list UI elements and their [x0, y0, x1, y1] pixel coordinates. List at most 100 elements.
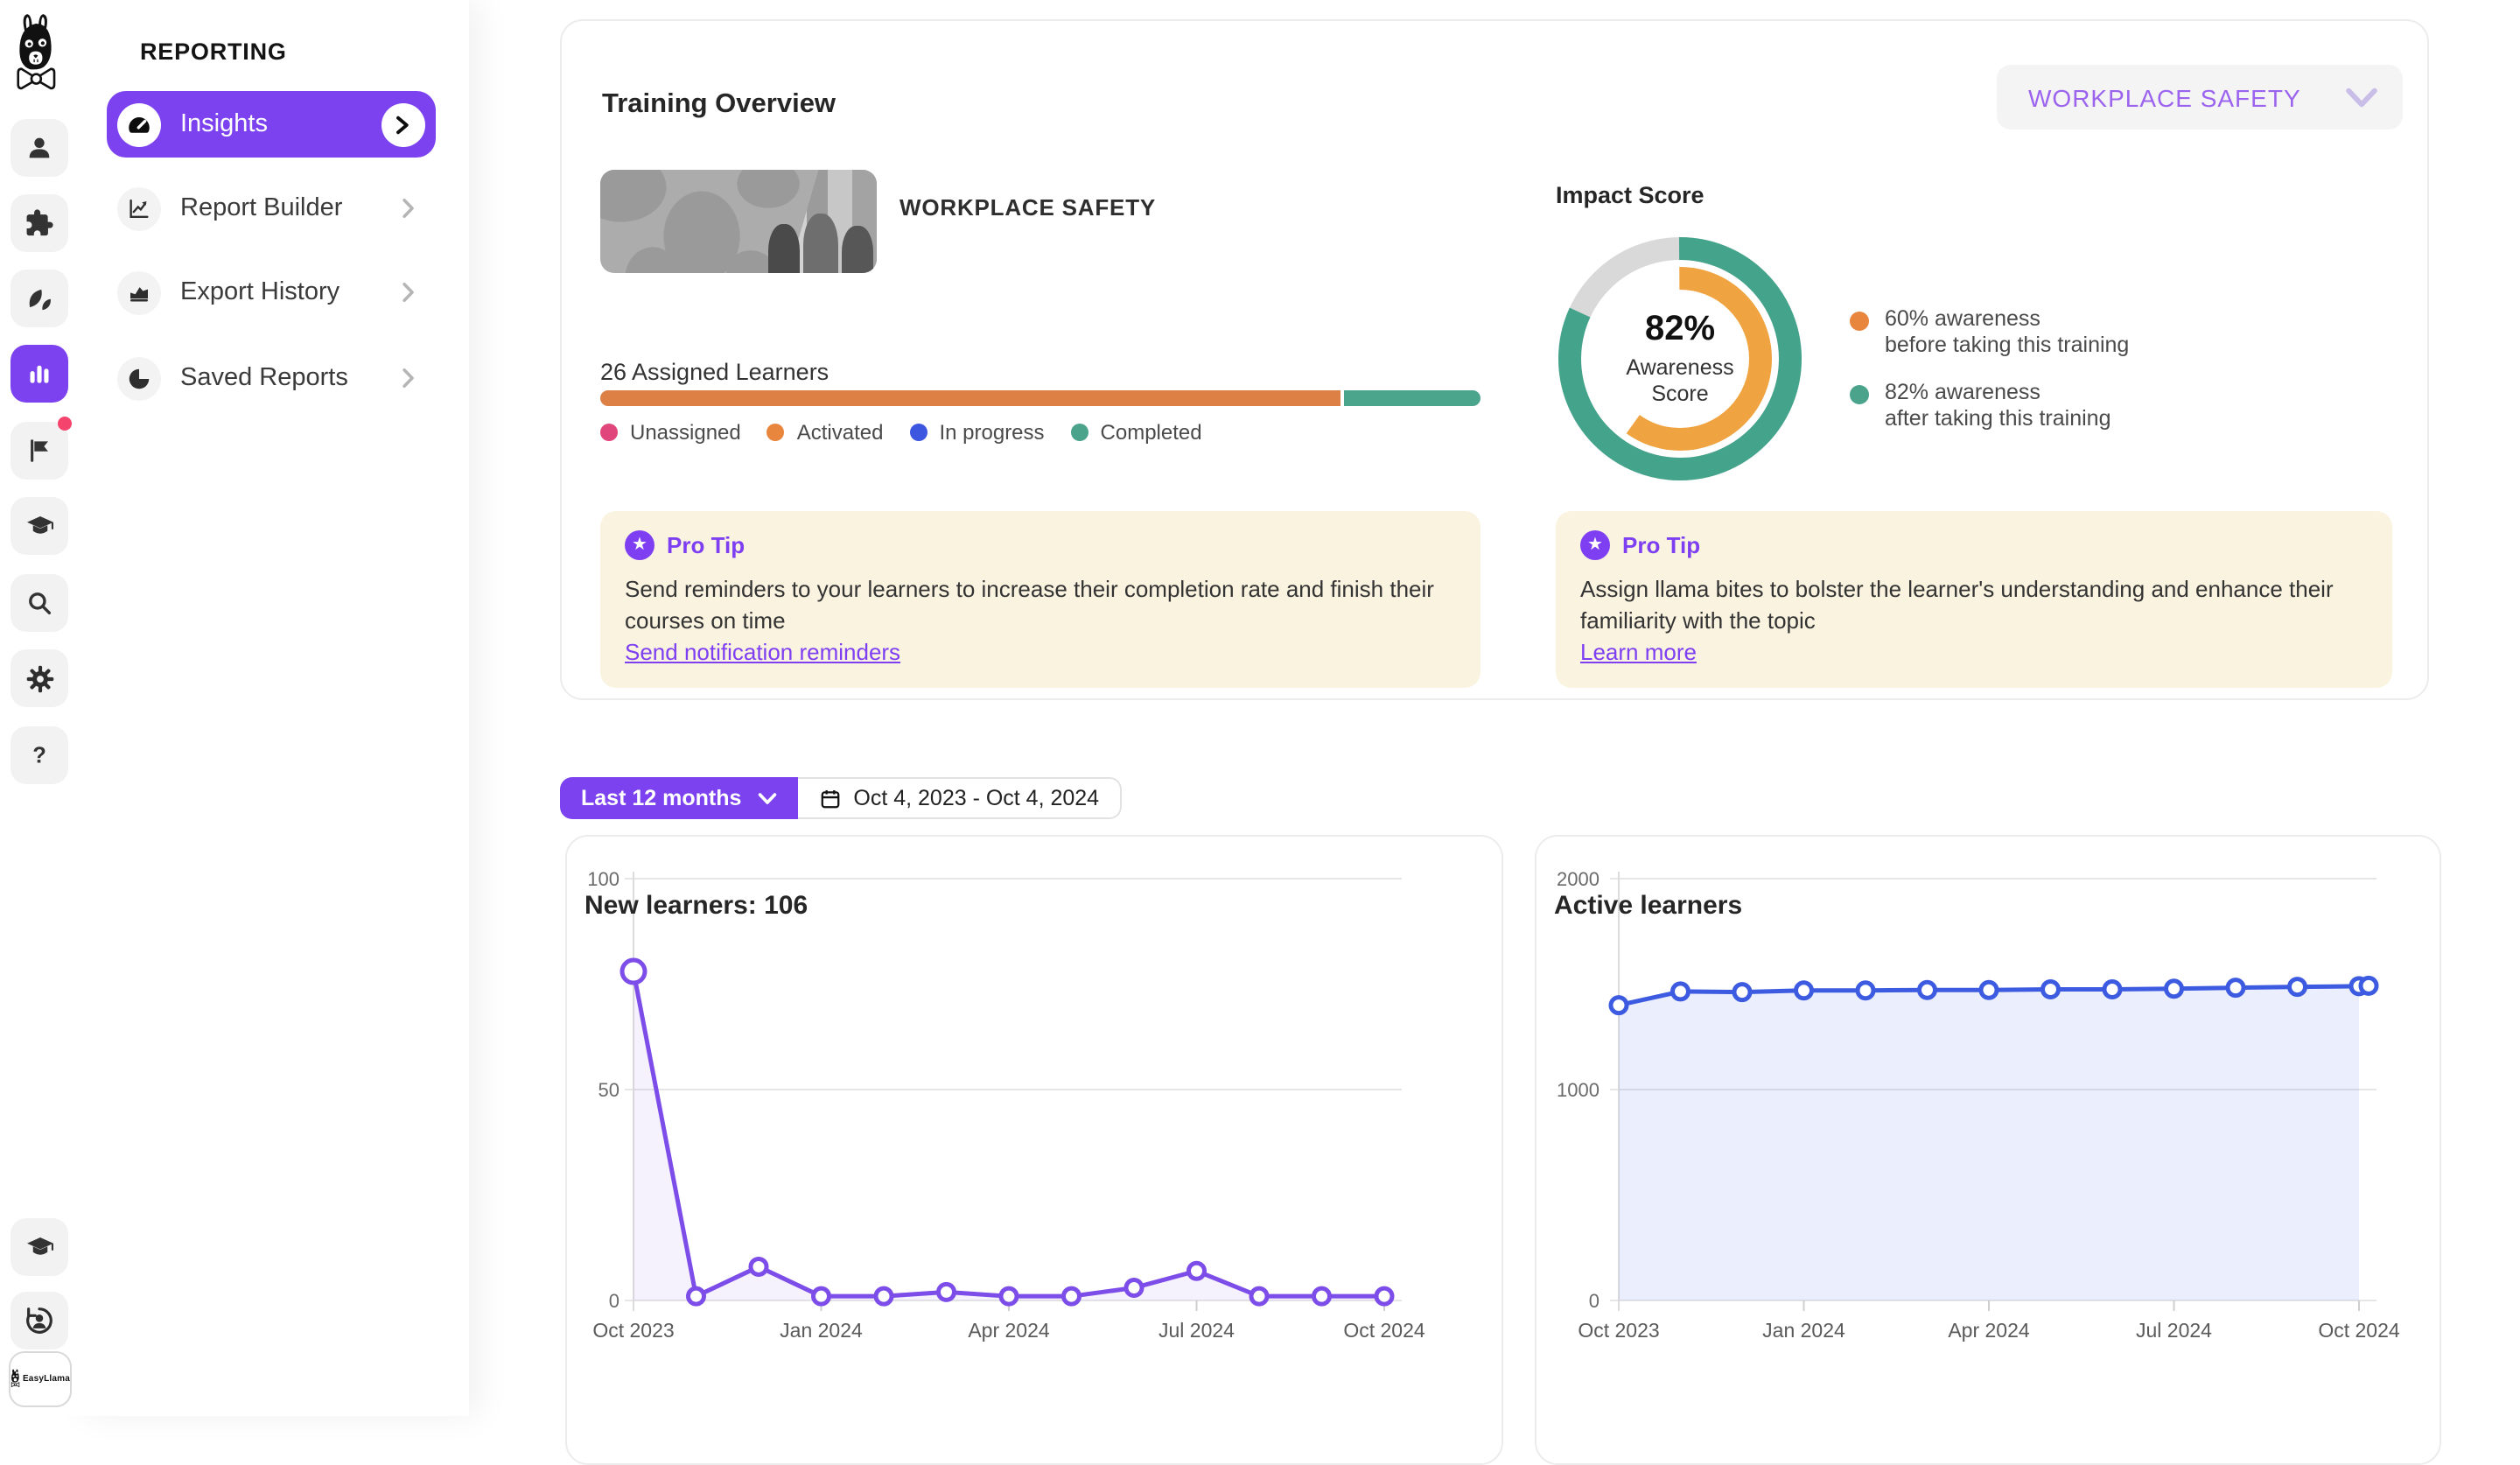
- nav-label: Report Builder: [180, 194, 343, 222]
- pro-tip-text: Send reminders to your learners to incre…: [625, 576, 1434, 634]
- legend-item: In progress: [909, 420, 1045, 445]
- svg-text:2000: 2000: [1557, 868, 1600, 890]
- svg-text:Apr 2024: Apr 2024: [1948, 1319, 2030, 1342]
- integrations-puzzle-icon[interactable]: [10, 194, 68, 252]
- course-thumbnail: [600, 170, 877, 273]
- active-learners-card: Active learners 0 1000 2000 Oct 2023 Jan 202…: [1535, 835, 2441, 1465]
- svg-text:0: 0: [609, 1290, 620, 1312]
- main-content: Training Overview WORKPLACE SAFETY WORKP…: [469, 0, 2520, 1465]
- awareness-score-value: 82%: [1644, 310, 1716, 349]
- svg-text:1000: 1000: [1557, 1079, 1600, 1101]
- legend-item: Completed: [1070, 420, 1202, 445]
- nav-label: Export History: [180, 278, 340, 306]
- settings-gear-icon[interactable]: [10, 649, 68, 707]
- nav-label: Saved Reports: [180, 364, 348, 392]
- calendar-icon: [821, 789, 839, 808]
- legend-label: In progress: [939, 420, 1045, 445]
- course-filter-dropdown[interactable]: WORKPLACE SAFETY: [1997, 65, 2403, 130]
- pro-tip-title: Pro Tip: [667, 532, 746, 558]
- svg-text:Oct 2023: Oct 2023: [592, 1319, 674, 1342]
- svg-text:Jul 2024: Jul 2024: [1158, 1319, 1235, 1342]
- legend-label: Completed: [1100, 420, 1202, 445]
- nav-item-export-history[interactable]: Export History: [107, 259, 436, 326]
- chevron-right-icon: [382, 102, 425, 146]
- pro-tip-text: Assign llama bites to bolster the learne…: [1580, 576, 2334, 634]
- star-icon: ★: [625, 530, 654, 560]
- date-range-picker[interactable]: Oct 4, 2023 - Oct 4, 2024: [797, 777, 1123, 819]
- chevron-down-icon: [758, 792, 776, 803]
- pro-tip-title: Pro Tip: [1622, 532, 1701, 558]
- nav-item-insights[interactable]: Insights: [107, 91, 436, 158]
- svg-text:Oct 2024: Oct 2024: [2318, 1319, 2400, 1342]
- learn-more-link[interactable]: Learn more: [1580, 638, 1697, 665]
- legend-dot: [600, 424, 618, 441]
- svg-text:0: 0: [1589, 1290, 1600, 1312]
- users-icon[interactable]: [10, 119, 68, 177]
- report-builder-chart-icon: [117, 186, 161, 230]
- legend-dot: [766, 424, 785, 441]
- chevron-right-icon: [402, 368, 415, 389]
- impact-legend: 60% awareness before taking this training…: [1850, 306, 2129, 432]
- legend-text: 60% awareness before taking this training: [1885, 306, 2130, 357]
- svg-text:Oct 2023: Oct 2023: [1578, 1319, 1659, 1342]
- export-history-area-chart-icon: [117, 270, 161, 314]
- legend-label: Activated: [796, 420, 884, 445]
- svg-text:Jul 2024: Jul 2024: [2136, 1319, 2212, 1342]
- notification-dot: [58, 417, 72, 431]
- llama-icon: [17, 14, 56, 90]
- date-filter-row: Last 12 months Oct 4, 2023 - Oct 4, 2024: [560, 777, 1123, 819]
- legend-dot: [1850, 312, 1869, 331]
- impact-score-title: Impact Score: [1556, 182, 1704, 208]
- courses-graduation-cap-icon[interactable]: [10, 497, 68, 555]
- help-question-icon[interactable]: ?: [10, 726, 68, 784]
- date-range-preset-button[interactable]: Last 12 months: [560, 777, 798, 819]
- date-range-value: Oct 4, 2023 - Oct 4, 2024: [853, 786, 1100, 810]
- new-learners-card: New learners: 106 0 50 100 Oct 2023 Jan 2024…: [565, 835, 1503, 1465]
- insights-gauge-icon: [117, 102, 161, 146]
- page-title: Training Overview: [602, 88, 836, 119]
- saved-reports-pie-icon: [117, 356, 161, 400]
- thumbnail-person-silhouette: [842, 226, 873, 273]
- flags-icon[interactable]: [10, 417, 72, 480]
- awareness-donut-chart: 82% Awareness Score: [1558, 236, 1802, 481]
- nav-item-report-builder[interactable]: Report Builder: [107, 175, 436, 242]
- svg-text:Apr 2024: Apr 2024: [968, 1319, 1050, 1342]
- active-learners-chart: 0 1000 2000 Oct 2023 Jan 2024 Apr 2024 Jul 202…: [1557, 868, 2400, 1342]
- chart-title: Active learners: [1554, 891, 1743, 921]
- chevron-right-icon: [402, 282, 415, 303]
- svg-text:?: ?: [32, 744, 46, 768]
- svg-text:Jan 2024: Jan 2024: [780, 1319, 863, 1342]
- star-icon: ★: [1580, 530, 1610, 560]
- nav-label: Insights: [180, 110, 268, 138]
- chevron-down-icon: [2346, 87, 2377, 107]
- course-filter-value: WORKPLACE SAFETY: [2028, 83, 2301, 111]
- nav-item-saved-reports[interactable]: Saved Reports: [107, 345, 436, 411]
- legend-item: Activated: [766, 420, 884, 445]
- svg-text:Jan 2024: Jan 2024: [1762, 1319, 1845, 1342]
- training-graduation-cap-icon[interactable]: [10, 1218, 68, 1276]
- legend-dot: [1070, 424, 1088, 441]
- assigned-status-legend: Unassigned Activated In progress Completed: [600, 420, 1202, 445]
- badge-label: EasyLlama: [22, 1374, 70, 1384]
- pro-tip-box: ★ Pro Tip Assign llama bites to bolster …: [1556, 511, 2392, 688]
- pro-tip-box: ★ Pro Tip Send reminders to your learner…: [600, 511, 1480, 688]
- chevron-right-icon: [402, 198, 415, 219]
- easyllama-badge[interactable]: EasyLlama: [9, 1351, 72, 1407]
- status-segment-completed: [1344, 390, 1480, 406]
- legend-text: 82% awareness after taking this training: [1885, 380, 2111, 431]
- svg-text:Oct 2024: Oct 2024: [1343, 1319, 1425, 1342]
- send-notification-reminders-link[interactable]: Send notification reminders: [625, 638, 901, 665]
- llama-mini-icon: [10, 1369, 20, 1388]
- training-overview-card: Training Overview WORKPLACE SAFETY WORKP…: [560, 19, 2429, 700]
- legend-dot: [909, 424, 928, 441]
- search-icon[interactable]: [10, 574, 68, 632]
- impact-legend-item: 82% awareness after taking this training: [1850, 380, 2129, 432]
- llama-bites-leaves-icon[interactable]: [10, 270, 68, 327]
- awareness-score-label: Awareness Score: [1626, 355, 1734, 407]
- panel-title: REPORTING: [140, 39, 287, 65]
- account-sync-icon[interactable]: [10, 1292, 68, 1349]
- reporting-bar-chart-icon[interactable]: [10, 345, 68, 403]
- app-root: ? EasyLlama REPORTING Insights: [9, 0, 2520, 1465]
- easyllama-logo[interactable]: [16, 12, 60, 100]
- new-learners-chart: 0 50 100 Oct 2023 Jan 2024 Apr 2024 Jul 2024 Oc…: [587, 868, 1425, 1342]
